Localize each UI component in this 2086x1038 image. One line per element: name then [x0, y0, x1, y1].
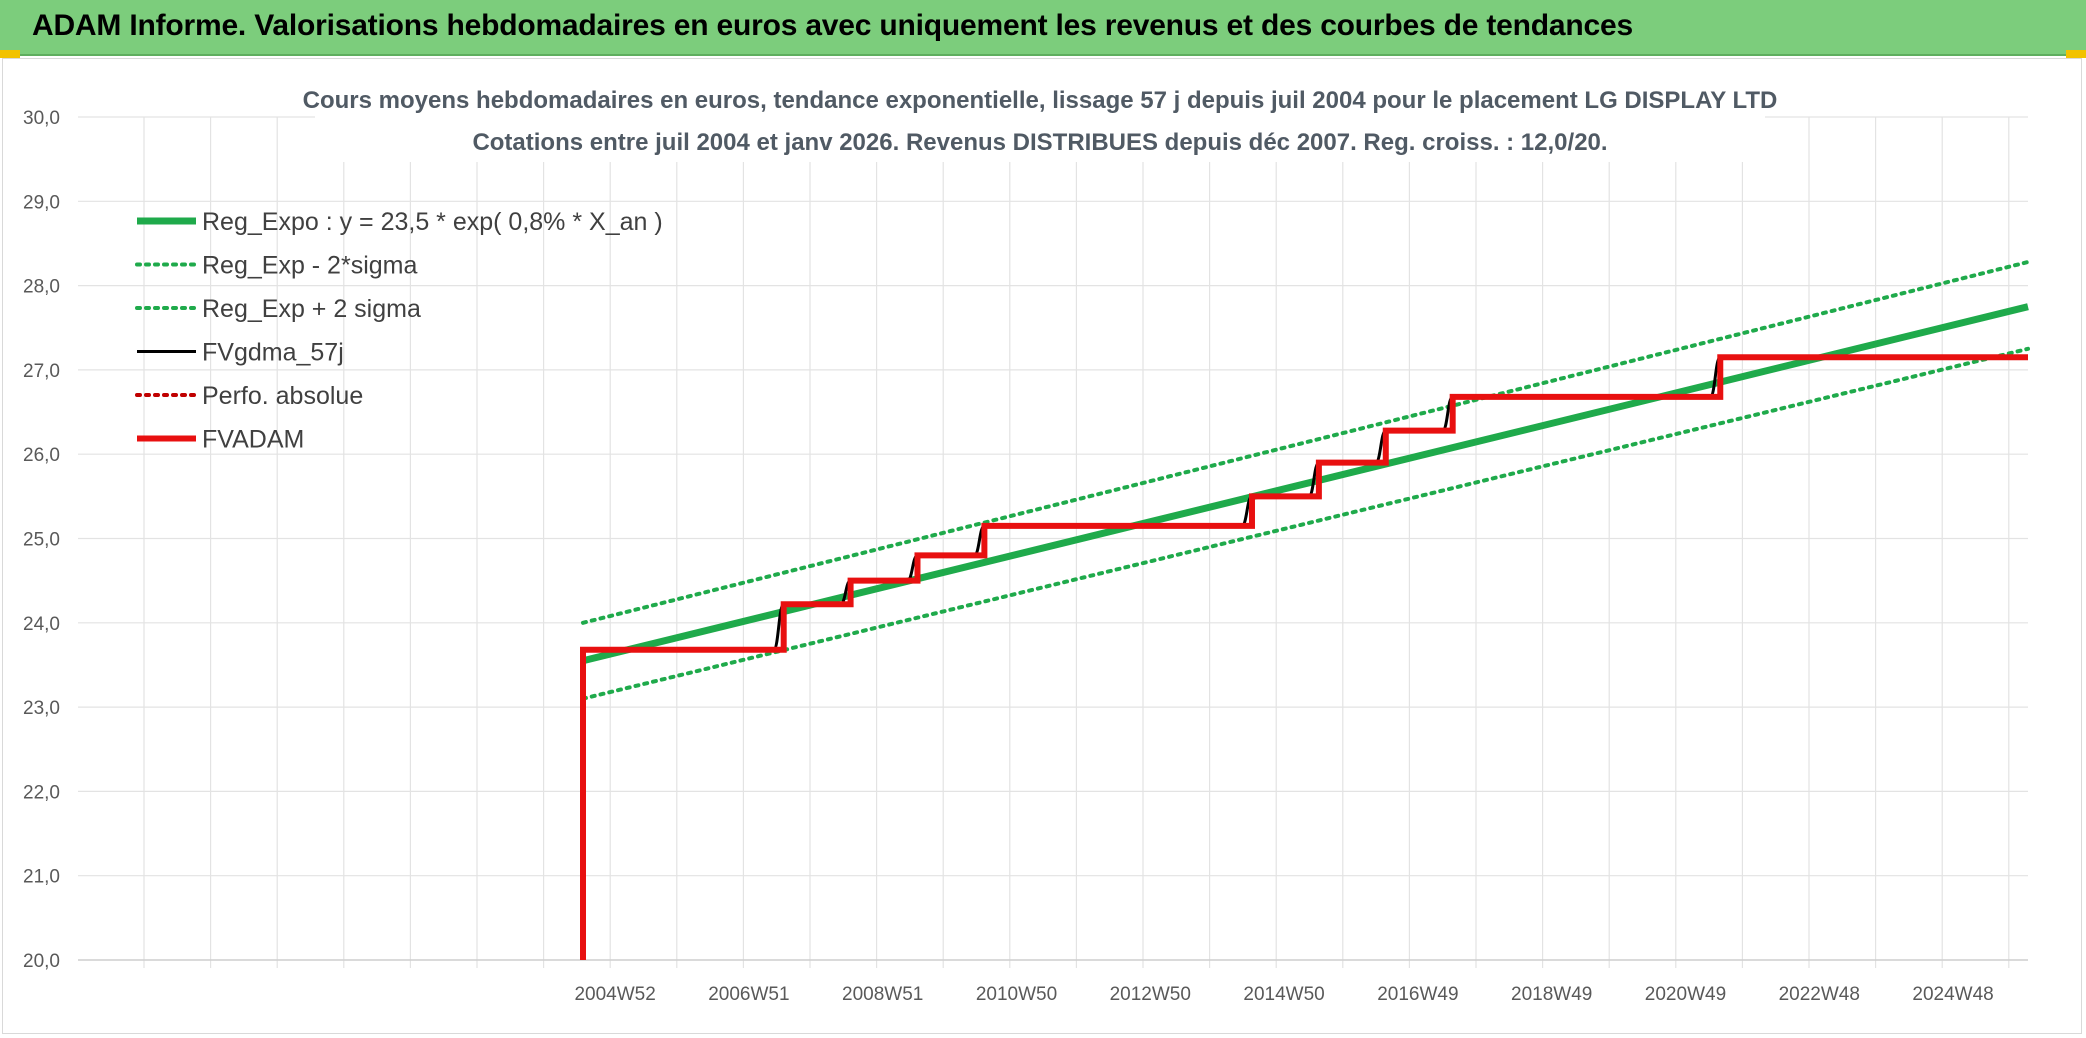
x-tick-label: 2016W49: [1377, 984, 1458, 1005]
legend-label: FVADAM: [202, 426, 304, 454]
x-tick-label: 2006W51: [708, 984, 789, 1005]
x-tick-label: 2022W48: [1779, 984, 1860, 1005]
y-tick-label: 21,0: [23, 867, 60, 888]
x-tick-label: 2010W50: [976, 984, 1057, 1005]
y-tick-label: 22,0: [23, 782, 60, 803]
x-tick-label: 2008W51: [842, 984, 923, 1005]
y-tick-label: 30,0: [23, 108, 60, 129]
y-tick-label: 29,0: [23, 192, 60, 213]
x-tick-label: 2004W52: [574, 984, 655, 1005]
page-header: ADAM Informe. Valorisations hebdomadaire…: [0, 0, 2086, 56]
series-line: [583, 355, 2028, 652]
y-tick-label: 23,0: [23, 698, 60, 719]
series-line: [581, 259, 2030, 625]
x-tick-label: 2020W49: [1645, 984, 1726, 1005]
y-tick-label: 27,0: [23, 361, 60, 382]
y-tick-label: 20,0: [23, 951, 60, 972]
x-tick-label: 2014W50: [1243, 984, 1324, 1005]
title-background: [315, 80, 1765, 162]
page-title: ADAM Informe. Valorisations hebdomadaire…: [32, 9, 1633, 42]
legend-label: Perfo. absolue: [202, 382, 363, 410]
y-tick-label: 24,0: [23, 614, 60, 635]
chart-title: Cours moyens hebdomadaires en euros, ten…: [303, 87, 1778, 114]
corner-marker-right: [2066, 50, 2086, 58]
y-tick-label: 28,0: [23, 277, 60, 298]
legend-label: Reg_Expo : y = 23,5 * exp( 0,8% * X_an ): [202, 208, 663, 236]
y-tick-label: 26,0: [23, 445, 60, 466]
chart-subtitle: Cotations entre juil 2004 et janv 2026. …: [472, 129, 1607, 156]
x-tick-label: 2012W50: [1110, 984, 1191, 1005]
series-line: [581, 346, 2030, 701]
x-tick-label: 2018W49: [1511, 984, 1592, 1005]
y-tick-label: 25,0: [23, 530, 60, 551]
chart-series: [580, 259, 2030, 960]
legend: Reg_Expo : y = 23,5 * exp( 0,8% * X_an )…: [135, 208, 663, 454]
legend-label: FVgdma_57j: [202, 339, 344, 367]
x-axis-ticks: 2004W52 2006W51 2008W51 2010W50 2012W50 2014W…: [574, 984, 1993, 1005]
legend-label: Reg_Exp + 2 sigma: [202, 295, 421, 323]
y-axis-ticks: 20,0 21,0 22,0 23,0 24,0 25,0 26,0 27,0 28,0 29,0…: [23, 108, 60, 972]
legend-label: Reg_Exp - 2*sigma: [202, 252, 417, 280]
chart-title-group: Cours moyens hebdomadaires en euros, ten…: [303, 80, 1778, 162]
series-line: [580, 354, 2028, 960]
corner-marker-left: [0, 50, 20, 58]
x-tick-label: 2024W48: [1912, 984, 1993, 1005]
